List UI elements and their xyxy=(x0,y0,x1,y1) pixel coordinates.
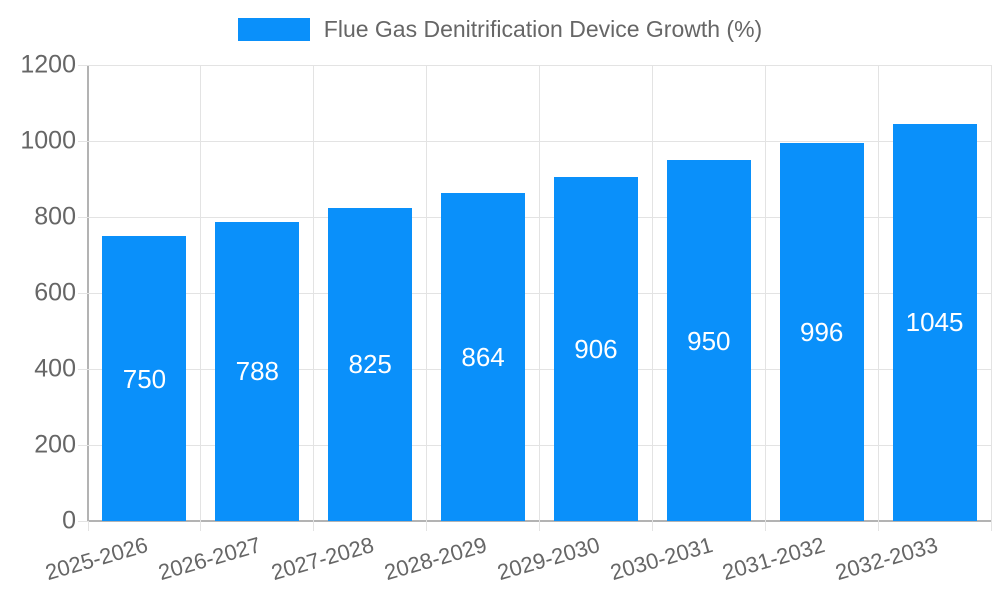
x-tick-label: 2032-2033 xyxy=(832,532,941,586)
x-gridline xyxy=(877,65,879,521)
x-tick-mark xyxy=(200,521,202,531)
x-tick-label: 2025-2026 xyxy=(42,532,151,586)
y-tick-label: 0 xyxy=(62,506,76,535)
y-tick-label: 800 xyxy=(34,202,76,231)
y-tick-label: 400 xyxy=(34,354,76,383)
x-gridline xyxy=(313,65,315,521)
x-gridline xyxy=(426,65,428,521)
x-gridline xyxy=(200,65,202,521)
y-tick-mark xyxy=(78,216,88,218)
bar[interactable] xyxy=(553,176,638,521)
y-tick-label: 200 xyxy=(34,430,76,459)
bar-value-label: 906 xyxy=(574,333,618,364)
bar-value-label: 788 xyxy=(235,356,280,387)
x-tick-mark xyxy=(877,521,879,531)
x-tick-mark xyxy=(651,521,653,531)
x-tick-mark xyxy=(990,521,992,531)
x-tick-label: 2029-2030 xyxy=(494,532,603,586)
x-tick-label: 2026-2027 xyxy=(155,532,264,586)
bar-value-label: 996 xyxy=(799,316,844,347)
bar[interactable] xyxy=(892,123,977,521)
y-tick-mark xyxy=(78,140,88,142)
bar[interactable] xyxy=(102,236,187,521)
x-tick-label: 2027-2028 xyxy=(268,532,377,586)
bar[interactable] xyxy=(779,142,864,521)
bar[interactable] xyxy=(666,160,751,521)
x-tick-mark xyxy=(426,521,428,531)
x-gridline xyxy=(764,65,766,521)
x-gridline xyxy=(651,65,653,521)
x-tick-mark xyxy=(87,521,89,531)
bar[interactable] xyxy=(441,192,526,521)
x-tick-label: 2031-2032 xyxy=(719,532,829,586)
y-tick-mark xyxy=(78,368,88,370)
y-tick-label: 1200 xyxy=(20,50,76,79)
bar-value-label: 864 xyxy=(461,341,505,372)
legend-item[interactable]: Flue Gas Denitrification Device Growth (… xyxy=(0,16,1000,43)
x-gridline xyxy=(990,65,992,521)
x-tick-mark xyxy=(764,521,766,531)
bar[interactable] xyxy=(328,207,413,521)
legend-swatch xyxy=(237,18,310,41)
bar-value-label: 825 xyxy=(348,349,392,380)
y-tick-mark xyxy=(78,520,88,522)
y-tick-label: 600 xyxy=(34,278,76,307)
y-tick-mark xyxy=(78,292,88,294)
plot-area: 0 200 400 600 800 1000 1200 750 2025-2026 788 2026… xyxy=(20,52,992,585)
x-gridline xyxy=(539,65,540,521)
x-tick-mark xyxy=(313,521,315,531)
y-tick-mark xyxy=(78,64,88,66)
legend-label: Flue Gas Denitrification Device Growth (… xyxy=(323,16,763,42)
bar-value-label: 750 xyxy=(122,363,167,394)
x-tick-label: 2028-2029 xyxy=(381,532,490,586)
bar[interactable] xyxy=(215,221,300,521)
y-tick-mark xyxy=(78,444,88,446)
y-tick-label: 1000 xyxy=(20,126,76,155)
bar-value-label: 1045 xyxy=(905,307,964,338)
x-tick-mark xyxy=(539,521,540,531)
x-tick-label: 2030-2031 xyxy=(607,532,716,586)
bar-value-label: 950 xyxy=(687,325,731,356)
